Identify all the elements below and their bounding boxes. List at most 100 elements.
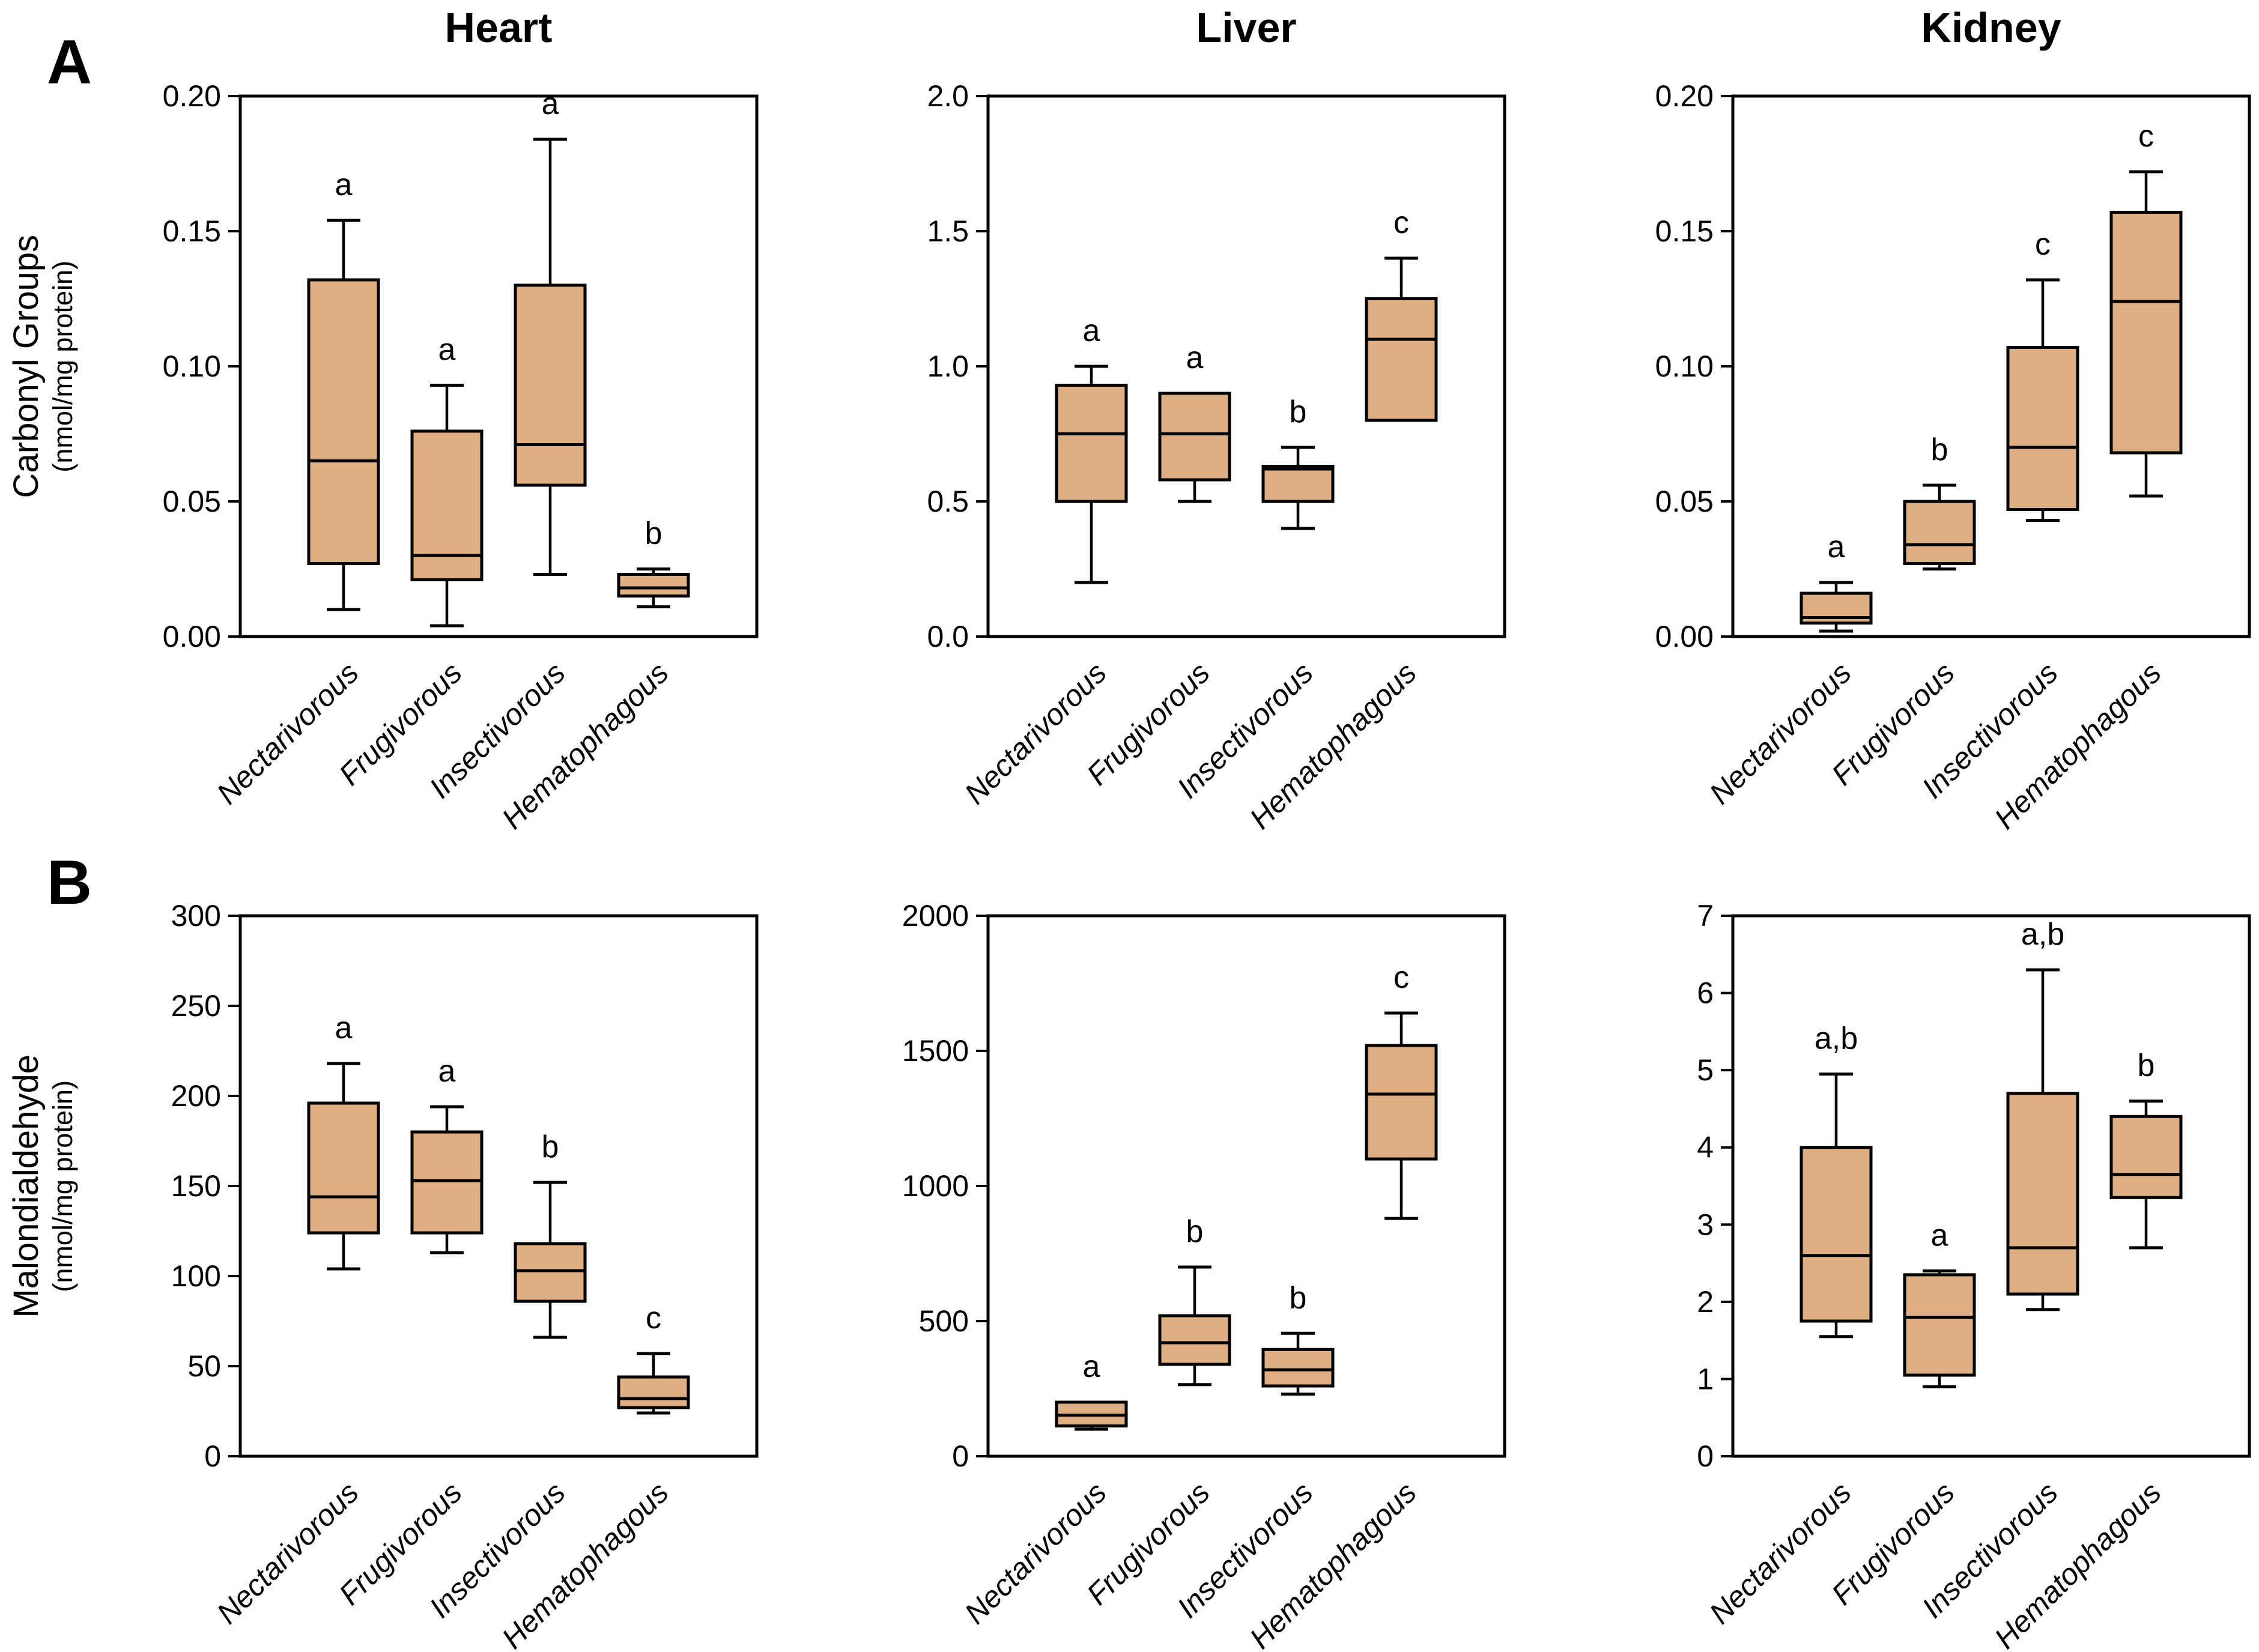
significance-letter: a [438, 333, 456, 368]
y-tick-label: 0.15 [1655, 214, 1714, 248]
y-axis-label-malondialdehyde: Malondialdehyde [7, 1054, 46, 1318]
y-tick-label: 0 [204, 1439, 221, 1473]
boxplot-A-liver: 0.00.51.01.52.0aNectarivorousaFrugivorou… [927, 79, 1506, 835]
significance-letter: a,b [2021, 917, 2064, 952]
iqr-box [1903, 1273, 1976, 1377]
panel-b-letter: B [47, 848, 92, 918]
plot-frame [986, 94, 1506, 638]
iqr-box [2109, 211, 2183, 455]
y-axis-label-row-b: Malondialdehyde (nmol/mg protein) [6, 916, 120, 1456]
iqr-box [1158, 392, 1231, 482]
y-tick-label: 250 [171, 989, 221, 1023]
y-tick-label: 0.05 [163, 485, 221, 518]
iqr-box [307, 278, 380, 565]
iqr-box [617, 573, 690, 598]
significance-letter: a [1931, 1218, 1948, 1253]
y-tick-label: 500 [919, 1304, 969, 1338]
significance-letter: a [438, 1054, 456, 1089]
y-tick-label: 100 [171, 1259, 221, 1293]
y-tick-label: 50 [187, 1349, 221, 1383]
boxplot-A-heart: 0.000.050.100.150.20aNectarivorousaFrugi… [163, 79, 759, 835]
iqr-box [514, 283, 587, 487]
y-tick-label: 1500 [902, 1034, 969, 1068]
y-axis-label-malondialdehyde-units: (nmol/mg protein) [47, 1080, 78, 1292]
box-group-nectarivorous: a Nectarivorous [210, 1011, 380, 1630]
significance-letter: a [1083, 313, 1100, 348]
significance-letter: c [1393, 960, 1409, 995]
y-tick-label: 0.05 [1655, 485, 1714, 518]
box-group-nectarivorous: a,b Nectarivorous [1703, 1021, 1873, 1630]
significance-letter: b [645, 516, 663, 551]
box-group-nectarivorous: a Nectarivorous [210, 168, 380, 811]
y-tick-label: 2000 [902, 899, 969, 933]
y-tick-label: 0.0 [927, 620, 969, 653]
plot-frame [1731, 94, 2251, 638]
significance-letter: a [542, 86, 559, 121]
significance-letter: b [1290, 395, 1307, 429]
significance-letter: b [2138, 1048, 2155, 1083]
category-label: Nectarivorous [1703, 656, 1858, 811]
iqr-box [617, 1375, 690, 1409]
y-axis-label-carbonyl-units: (nmol/mg protein) [47, 260, 78, 473]
iqr-box [1800, 1146, 1873, 1323]
iqr-box [2006, 1092, 2079, 1296]
iqr-box [1261, 465, 1335, 503]
significance-letter: a [1828, 530, 1845, 564]
significance-letter: b [542, 1130, 559, 1164]
y-axis-label-carbonyl: Carbonyl Groups [7, 234, 46, 498]
panel-a-letter: A [47, 28, 92, 97]
significance-letter: b [1290, 1280, 1307, 1315]
plot-frame [238, 914, 759, 1458]
y-tick-label: 150 [171, 1169, 221, 1203]
y-tick-label: 0.5 [927, 485, 969, 518]
plot-frame [1731, 914, 2251, 1458]
y-tick-label: 1 [1697, 1362, 1714, 1396]
iqr-box [1055, 384, 1128, 503]
boxplot-A-kidney: 0.000.050.100.150.20aNectarivorousbFrugi… [1655, 79, 2251, 835]
y-tick-label: 0.10 [1655, 349, 1714, 383]
y-tick-label: 1.0 [927, 349, 969, 383]
plot-frame [986, 914, 1506, 1458]
column-title-heart: Heart [444, 4, 553, 51]
y-tick-label: 300 [171, 899, 221, 933]
y-tick-label: 4 [1697, 1131, 1714, 1164]
iqr-box [1903, 500, 1976, 565]
boxplot-B-liver: 0500100015002000aNectarivorousbFrugivoro… [902, 899, 1506, 1652]
y-tick-label: 1000 [902, 1169, 969, 1203]
iqr-box [410, 1130, 484, 1235]
y-tick-label: 3 [1697, 1208, 1714, 1241]
y-tick-label: 0.00 [163, 620, 221, 653]
iqr-box [1365, 297, 1438, 422]
y-tick-label: 0.20 [1655, 79, 1714, 113]
y-axis-label-row-a: Carbonyl Groups (nmol/mg protein) [6, 96, 120, 637]
y-tick-label: 0.00 [1655, 620, 1714, 653]
y-tick-label: 0 [952, 1439, 969, 1473]
box-group-nectarivorous: a Nectarivorous [958, 313, 1128, 811]
significance-letter: a [335, 1011, 353, 1045]
significance-letter: b [1931, 432, 1948, 467]
y-tick-label: 1.5 [927, 214, 969, 248]
category-label: Nectarivorous [210, 656, 365, 811]
significance-letter: a,b [1815, 1021, 1858, 1056]
y-tick-label: 7 [1697, 899, 1714, 933]
iqr-box [2109, 1115, 2183, 1199]
iqr-box [307, 1101, 380, 1235]
category-label: Nectarivorous [958, 1475, 1113, 1630]
significance-letter: b [1186, 1214, 1204, 1249]
significance-letter: c [646, 1301, 661, 1336]
category-label: Nectarivorous [210, 1475, 365, 1630]
iqr-box [1261, 1348, 1335, 1388]
iqr-box [514, 1242, 587, 1303]
boxplot-B-heart: 050100150200250300aNectarivorousaFrugivo… [171, 899, 759, 1652]
category-label: Nectarivorous [958, 656, 1113, 811]
significance-letter: a [1186, 340, 1204, 375]
iqr-box [2006, 346, 2079, 511]
y-tick-label: 6 [1697, 976, 1714, 1010]
y-tick-label: 0 [1697, 1439, 1714, 1473]
